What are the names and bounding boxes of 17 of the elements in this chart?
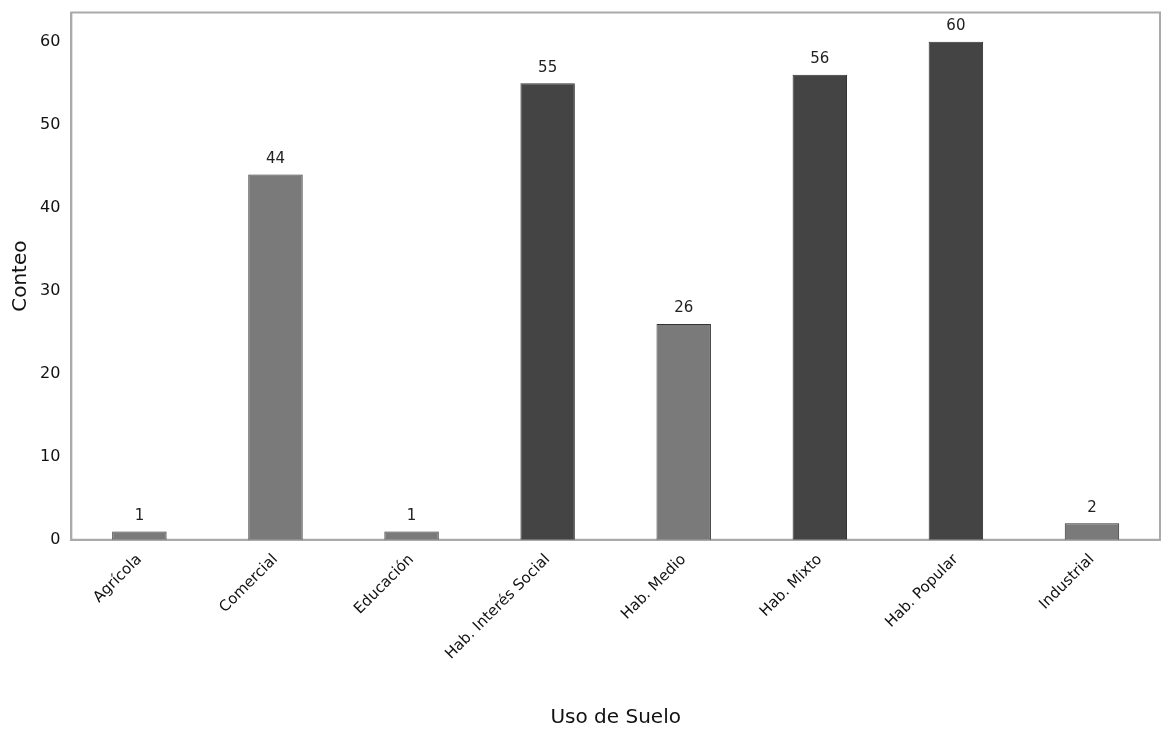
y-tick-label: 30: [40, 279, 61, 299]
data-label: 44: [265, 148, 286, 167]
data-label: 1: [134, 505, 145, 524]
y-axis-title: Conteo: [7, 240, 32, 312]
y-tick-label: 60: [40, 30, 61, 50]
y-tick-label: 40: [40, 196, 61, 216]
y-tick-label: 10: [40, 445, 61, 465]
x-axis-title: Uso de Suelo: [550, 704, 681, 729]
data-label: 60: [946, 16, 966, 35]
data-label: 56: [810, 49, 830, 68]
data-label: 55: [538, 57, 558, 76]
y-tick-label: 0: [50, 528, 61, 548]
data-label: 1: [406, 505, 417, 524]
data-label: 2: [1087, 497, 1097, 516]
y-tick-label: 20: [40, 362, 61, 382]
data-label: 26: [674, 298, 694, 317]
y-tick-label: 50: [40, 113, 61, 133]
